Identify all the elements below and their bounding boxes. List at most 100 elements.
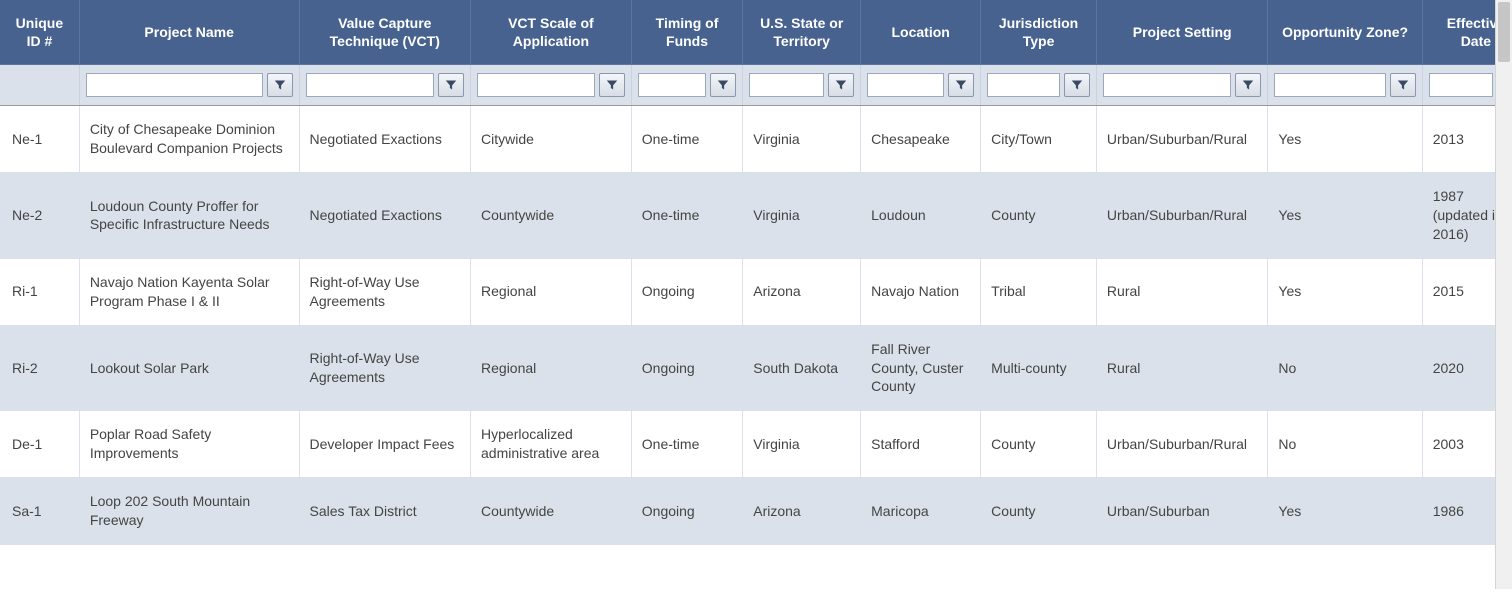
column-header-state[interactable]: U.S. State or Territory <box>743 0 861 65</box>
filter-button-setting[interactable] <box>1235 73 1261 97</box>
filter-icon <box>606 79 618 91</box>
filter-button-timing[interactable] <box>710 73 736 97</box>
cell-id: Ri-2 <box>0 325 79 411</box>
filter-cell-name <box>79 65 299 106</box>
filter-icon <box>1071 79 1083 91</box>
filter-icon <box>955 79 967 91</box>
cell-name: Navajo Nation Kayenta Solar Program Phas… <box>79 258 299 325</box>
filter-cell-juris <box>981 65 1097 106</box>
cell-scale: Hyperlocalized administrative area <box>471 411 632 478</box>
cell-setting: Rural <box>1096 258 1267 325</box>
filter-button-location[interactable] <box>948 73 974 97</box>
filter-row <box>0 65 1512 106</box>
column-header-timing[interactable]: Timing of Funds <box>631 0 742 65</box>
cell-timing: One-time <box>631 411 742 478</box>
filter-icon <box>835 79 847 91</box>
filter-input-juris[interactable] <box>987 73 1060 97</box>
filter-button-name[interactable] <box>267 73 293 97</box>
cell-name: Lookout Solar Park <box>79 325 299 411</box>
cell-scale: Countywide <box>471 173 632 259</box>
filter-input-vct[interactable] <box>306 73 434 97</box>
filter-cell-scale <box>471 65 632 106</box>
horizontal-scroll[interactable]: Unique ID #Project NameValue Capture Tec… <box>0 0 1512 606</box>
vertical-scrollbar[interactable] <box>1495 0 1512 589</box>
column-header-id[interactable]: Unique ID # <box>0 0 79 65</box>
cell-state: Arizona <box>743 478 861 545</box>
filter-button-state[interactable] <box>828 73 854 97</box>
cell-juris: County <box>981 173 1097 259</box>
filter-input-scale[interactable] <box>477 73 595 97</box>
filter-input-state[interactable] <box>749 73 824 97</box>
cell-oppzone: Yes <box>1268 173 1422 259</box>
cell-state: Arizona <box>743 258 861 325</box>
column-header-name[interactable]: Project Name <box>79 0 299 65</box>
cell-timing: Ongoing <box>631 478 742 545</box>
column-header-juris[interactable]: Jurisdiction Type <box>981 0 1097 65</box>
cell-scale: Citywide <box>471 106 632 173</box>
cell-setting: Urban/Suburban/Rural <box>1096 106 1267 173</box>
cell-vct: Right-of-Way Use Agreements <box>299 325 470 411</box>
cell-juris: County <box>981 478 1097 545</box>
filter-button-oppzone[interactable] <box>1390 73 1416 97</box>
column-header-location[interactable]: Location <box>861 0 981 65</box>
cell-juris: City/Town <box>981 106 1097 173</box>
cell-name: City of Chesapeake Dominion Boulevard Co… <box>79 106 299 173</box>
table-row[interactable]: Ri-1Navajo Nation Kayenta Solar Program … <box>0 258 1512 325</box>
cell-scale: Regional <box>471 325 632 411</box>
filter-cell-state <box>743 65 861 106</box>
cell-setting: Urban/Suburban/Rural <box>1096 411 1267 478</box>
cell-location: Loudoun <box>861 173 981 259</box>
header-row: Unique ID #Project NameValue Capture Tec… <box>0 0 1512 65</box>
cell-vct: Negotiated Exactions <box>299 173 470 259</box>
column-header-oppzone[interactable]: Opportunity Zone? <box>1268 0 1422 65</box>
cell-name: Loudoun County Proffer for Specific Infr… <box>79 173 299 259</box>
cell-juris: Tribal <box>981 258 1097 325</box>
cell-oppzone: Yes <box>1268 106 1422 173</box>
cell-vct: Sales Tax District <box>299 478 470 545</box>
table-row[interactable]: Ri-2Lookout Solar ParkRight-of-Way Use A… <box>0 325 1512 411</box>
filter-cell-vct <box>299 65 470 106</box>
cell-timing: Ongoing <box>631 258 742 325</box>
table-viewport: Unique ID #Project NameValue Capture Tec… <box>0 0 1512 606</box>
cell-vct: Right-of-Way Use Agreements <box>299 258 470 325</box>
cell-id: Sa-1 <box>0 478 79 545</box>
column-header-vct[interactable]: Value Capture Technique (VCT) <box>299 0 470 65</box>
filter-cell-timing <box>631 65 742 106</box>
table-row[interactable]: De-1Poplar Road Safety ImprovementsDevel… <box>0 411 1512 478</box>
column-header-setting[interactable]: Project Setting <box>1096 0 1267 65</box>
filter-cell-location <box>861 65 981 106</box>
filter-input-location[interactable] <box>867 73 944 97</box>
filter-input-name[interactable] <box>86 73 263 97</box>
cell-name: Loop 202 South Mountain Freeway <box>79 478 299 545</box>
column-header-scale[interactable]: VCT Scale of Application <box>471 0 632 65</box>
filter-button-scale[interactable] <box>599 73 625 97</box>
cell-state: Virginia <box>743 173 861 259</box>
filter-cell-oppzone <box>1268 65 1422 106</box>
filter-input-effdate[interactable] <box>1429 73 1493 97</box>
cell-name: Poplar Road Safety Improvements <box>79 411 299 478</box>
filter-input-setting[interactable] <box>1103 73 1231 97</box>
filter-input-timing[interactable] <box>638 73 706 97</box>
cell-oppzone: No <box>1268 325 1422 411</box>
vertical-scrollbar-thumb[interactable] <box>1498 2 1510 62</box>
cell-juris: Multi-county <box>981 325 1097 411</box>
filter-cell-id <box>0 65 79 106</box>
cell-setting: Rural <box>1096 325 1267 411</box>
filter-button-vct[interactable] <box>438 73 464 97</box>
filter-icon <box>1397 79 1409 91</box>
cell-vct: Developer Impact Fees <box>299 411 470 478</box>
cell-id: Ri-1 <box>0 258 79 325</box>
filter-icon <box>445 79 457 91</box>
table-row[interactable]: Ne-2Loudoun County Proffer for Specific … <box>0 173 1512 259</box>
table-row[interactable]: Sa-1Loop 202 South Mountain FreewaySales… <box>0 478 1512 545</box>
cell-timing: Ongoing <box>631 325 742 411</box>
filter-icon <box>1242 79 1254 91</box>
filter-button-juris[interactable] <box>1064 73 1090 97</box>
cell-location: Chesapeake <box>861 106 981 173</box>
cell-setting: Urban/Suburban/Rural <box>1096 173 1267 259</box>
table-row[interactable]: Ne-1City of Chesapeake Dominion Boulevar… <box>0 106 1512 173</box>
filter-input-oppzone[interactable] <box>1274 73 1385 97</box>
filter-icon <box>274 79 286 91</box>
cell-timing: One-time <box>631 106 742 173</box>
filter-cell-setting <box>1096 65 1267 106</box>
